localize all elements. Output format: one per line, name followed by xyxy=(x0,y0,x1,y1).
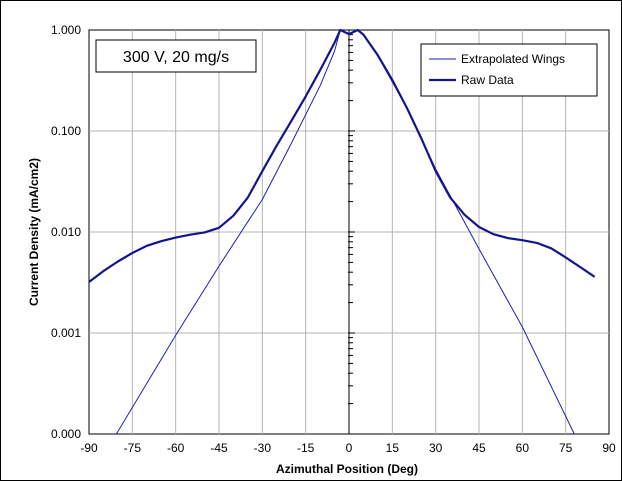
x-tick-label: 30 xyxy=(429,441,443,455)
y-axis-label: Current Density (mA/cm2) xyxy=(27,158,41,306)
legend-box xyxy=(420,43,598,97)
annotation-box: 300 V, 20 mg/s xyxy=(95,39,257,73)
y-tick-label: 0.000 xyxy=(51,427,81,441)
series-line-raw-data xyxy=(88,28,596,283)
x-axis-label: Azimuthal Position (Deg) xyxy=(276,462,418,476)
x-tick-label: 15 xyxy=(386,441,400,455)
x-tick-label: 90 xyxy=(602,441,616,455)
axes xyxy=(348,30,355,435)
legend: Extrapolated Wings Raw Data xyxy=(420,43,598,97)
tick-labels: -90 -75 -60 -45 -30 -15 0 15 30 45 60 75 90 0.000 0.00… xyxy=(51,23,616,455)
annotation-text: 300 V, 20 mg/s xyxy=(123,49,229,66)
x-tick-label: 0 xyxy=(346,441,353,455)
x-tick-label: -15 xyxy=(297,441,315,455)
x-tick-label: -45 xyxy=(210,441,228,455)
x-tick-label: -60 xyxy=(167,441,185,455)
series xyxy=(88,28,596,435)
x-tick-label: 45 xyxy=(472,441,486,455)
y-tick-label: 0.001 xyxy=(51,326,81,340)
y-tick-label: 1.000 xyxy=(51,23,81,37)
legend-label-raw-data: Raw Data xyxy=(461,73,514,87)
y-tick-label: 0.100 xyxy=(51,124,81,138)
y-tick-label: 0.010 xyxy=(51,225,81,239)
x-tick-label: 60 xyxy=(516,441,530,455)
x-tick-label: 75 xyxy=(559,441,573,455)
x-tick-label: -75 xyxy=(124,441,142,455)
x-tick-label: -30 xyxy=(254,441,272,455)
x-tick-label: -90 xyxy=(80,441,98,455)
legend-label-extrapolated-wings: Extrapolated Wings xyxy=(461,52,565,66)
